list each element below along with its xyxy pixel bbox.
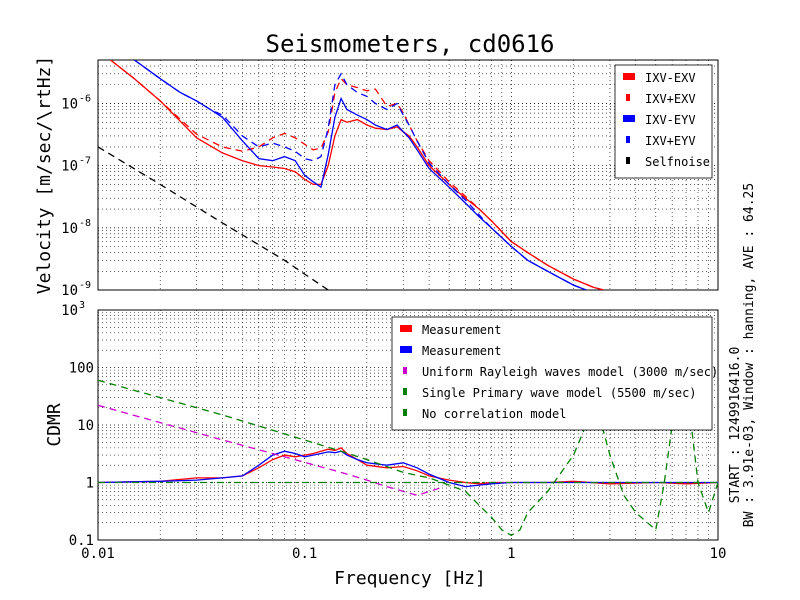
bandwidth-annotation: BW : 3.91e-03, Window : hanning, AVE : 6… bbox=[742, 183, 757, 527]
x-tick-label: 10 bbox=[710, 546, 727, 562]
legend-label-2: Uniform Rayleigh waves model (3000 m/sec… bbox=[422, 365, 718, 379]
cdmr-x-ticks: 0.01 0.1 1 10 bbox=[81, 546, 726, 562]
velocity-y-ticks: 10-910-810-710-6 bbox=[61, 93, 91, 299]
start-annotation: START : 1249916416.0 bbox=[728, 347, 743, 504]
legend-swatch-2 bbox=[403, 367, 407, 374]
velocity-panel: 10-910-810-710-6 Velocity [m/sec/\rtHz] … bbox=[34, 56, 719, 299]
cdmr-y-axis-label: CDMR bbox=[44, 403, 65, 447]
series-line-2 bbox=[98, 404, 440, 496]
series-line-4 bbox=[98, 146, 329, 290]
legend-box bbox=[391, 316, 713, 431]
legend-swatch-0 bbox=[623, 73, 635, 80]
y-tick-exponent: -9 bbox=[79, 280, 91, 291]
legend-label-1: IXV+EXV bbox=[645, 92, 696, 106]
velocity-series-group bbox=[98, 60, 604, 290]
y-tick-label: 10 bbox=[77, 418, 94, 434]
x-axis-label: Frequency [Hz] bbox=[334, 568, 486, 589]
velocity-y-axis-label: Velocity [m/sec/\rtHz] bbox=[34, 56, 55, 294]
legend-swatch-0 bbox=[400, 325, 412, 332]
legend-swatch-4 bbox=[626, 157, 630, 164]
legend-swatch-3 bbox=[626, 136, 630, 143]
y-tick-label: 0.1 bbox=[69, 533, 94, 549]
legend-label-4: Selfnoise bbox=[645, 155, 710, 169]
y-tick-label: 10 bbox=[61, 283, 78, 299]
legend-label-2: IXV-EYV bbox=[645, 113, 696, 127]
series-line-3 bbox=[134, 60, 587, 290]
chart-title: Seismometers, cd0616 bbox=[266, 30, 555, 58]
legend-label-0: Measurement bbox=[422, 323, 501, 337]
legend-swatch-3 bbox=[403, 388, 407, 395]
y-tick-exponent: 3 bbox=[79, 300, 85, 311]
legend-label-3: Single Primary wave model (5500 m/sec) bbox=[422, 386, 697, 400]
legend-label-3: IXV+EYV bbox=[645, 134, 696, 148]
legend-box bbox=[614, 64, 713, 179]
legend-label-4: No correlation model bbox=[422, 407, 567, 421]
legend-swatch-1 bbox=[626, 94, 630, 101]
cdmr-series-group bbox=[98, 379, 718, 537]
y-tick-label: 10 bbox=[61, 303, 78, 319]
legend-swatch-2 bbox=[623, 115, 635, 122]
velocity-legend: IXV-EXV IXV+EXV IXV-EYV IXV+EYV Selfnoise bbox=[614, 64, 713, 179]
y-tick-exponent: -7 bbox=[79, 156, 91, 167]
series-line-2 bbox=[134, 60, 587, 290]
y-tick-label: 10 bbox=[61, 221, 78, 237]
x-tick-label: 0.1 bbox=[292, 546, 317, 562]
y-tick-label: 10 bbox=[61, 96, 78, 112]
series-line-0 bbox=[110, 60, 604, 290]
legend-label-0: IXV-EXV bbox=[645, 71, 696, 85]
y-tick-exponent: -6 bbox=[79, 93, 91, 104]
legend-label-1: Measurement bbox=[422, 344, 501, 358]
cdmr-legend: Measurement Measurement Uniform Rayleigh w… bbox=[391, 316, 718, 431]
x-tick-label: 1 bbox=[507, 546, 515, 562]
y-tick-label: 10 bbox=[61, 159, 78, 175]
legend-swatch-4 bbox=[403, 409, 407, 416]
y-tick-label: 1 bbox=[86, 476, 94, 492]
x-tick-label: 0.01 bbox=[81, 546, 115, 562]
y-tick-label: 100 bbox=[69, 361, 94, 377]
legend-swatch-1 bbox=[400, 346, 412, 353]
y-tick-exponent: -8 bbox=[79, 218, 91, 229]
